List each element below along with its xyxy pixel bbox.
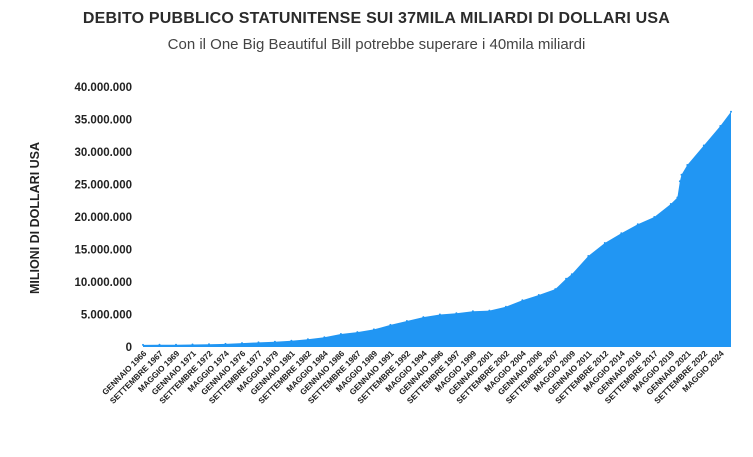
data-point [273, 340, 276, 343]
chart-subtitle: Con il One Big Beautiful Bill potrebbe s… [167, 36, 586, 53]
data-point [175, 343, 177, 346]
data-point [730, 110, 732, 113]
y-axis: 0 5.000.000 10.000.000 15.000.000 20.000.000… [74, 82, 132, 354]
data-point [290, 339, 293, 342]
y-tick-label: 30.000.000 [74, 147, 132, 159]
data-point [372, 328, 375, 331]
data-point [422, 316, 425, 319]
chart-title: DEBITO PUBBLICO STATUNITENSE SUI 37MILA … [82, 10, 671, 27]
data-point [570, 273, 573, 276]
data-point [702, 144, 705, 147]
y-tick-label: 25.000.000 [74, 180, 132, 192]
data-point [669, 203, 672, 205]
data-point [636, 223, 639, 226]
data-point [208, 343, 210, 346]
data-point [389, 323, 392, 326]
data-point [306, 338, 309, 341]
plot-area [142, 110, 732, 347]
data-point [565, 277, 568, 280]
data-point [537, 294, 540, 296]
y-tick-label: 5.000.000 [81, 310, 132, 322]
y-tick-label: 40.000.000 [74, 82, 132, 94]
data-point [676, 196, 679, 199]
y-tick-label: 15.000.000 [74, 245, 132, 257]
data-point [680, 173, 683, 176]
y-tick-label: 10.000.000 [74, 277, 132, 289]
y-tick-label: 0 [126, 342, 132, 354]
y-tick-label: 35.000.000 [74, 115, 132, 127]
data-point [587, 255, 590, 257]
data-point [488, 309, 491, 312]
data-point [339, 333, 342, 335]
debt-area-series [143, 111, 731, 347]
data-point [224, 342, 227, 345]
data-point [678, 180, 681, 183]
data-point [521, 299, 524, 302]
data-point [438, 313, 441, 316]
data-point [356, 331, 359, 334]
data-point [471, 310, 474, 313]
data-point [653, 216, 656, 218]
data-point [323, 336, 326, 339]
data-point [504, 305, 507, 308]
data-point [603, 242, 606, 244]
data-point [405, 320, 408, 322]
data-point [455, 312, 458, 315]
data-point [241, 342, 243, 345]
data-point [158, 343, 161, 346]
data-point [554, 288, 557, 291]
data-point [257, 341, 260, 344]
data-point [719, 125, 722, 127]
y-axis-label: MILIONI DI DOLLARI USA [28, 142, 42, 294]
data-point [686, 164, 689, 166]
data-point [191, 343, 194, 346]
data-point [620, 232, 623, 235]
y-tick-label: 20.000.000 [74, 212, 132, 224]
data-point [142, 343, 144, 346]
